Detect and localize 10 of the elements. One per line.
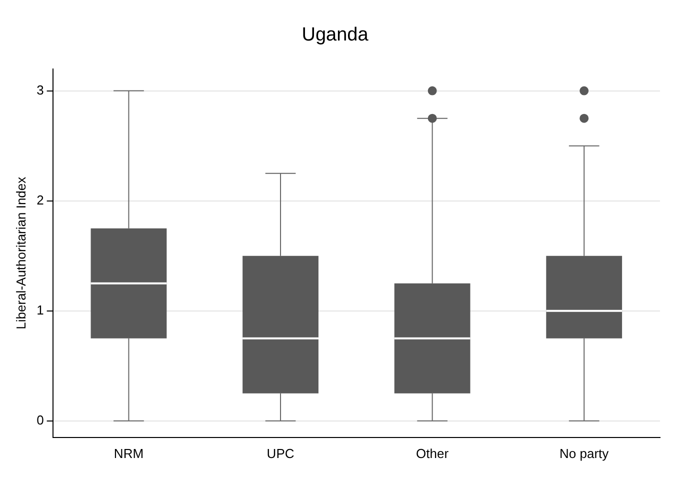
- y-axis-title: Liberal-Authoritarian Index: [13, 176, 28, 330]
- y-tick-label: 1: [36, 302, 44, 318]
- y-tick-label: 2: [36, 192, 44, 208]
- x-tick-label: Other: [416, 446, 450, 461]
- x-tick-label: No party: [560, 446, 610, 461]
- x-tick-label: NRM: [114, 446, 144, 461]
- x-tick-label: UPC: [266, 446, 294, 461]
- chart-title: Uganda: [302, 24, 369, 46]
- y-tick-label: 0: [36, 412, 44, 428]
- y-tick-label: 3: [36, 82, 44, 98]
